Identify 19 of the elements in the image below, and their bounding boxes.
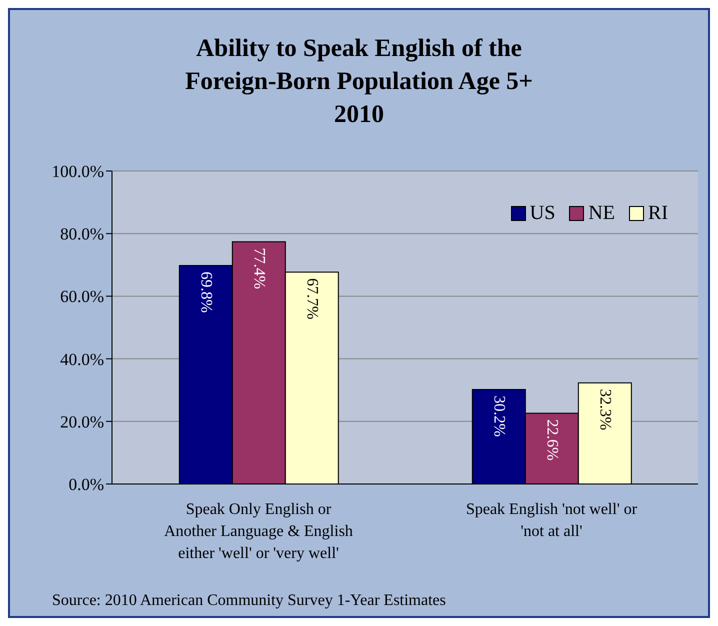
- y-tick-label: 100.0%: [52, 162, 104, 182]
- legend-label: NE: [588, 202, 615, 225]
- x-tick-label: Speak Only English or Another Language & English either 'well' or 'very well': [164, 501, 353, 562]
- data-label: 32.3%: [596, 388, 614, 430]
- data-label: 30.2%: [490, 395, 508, 437]
- y-tick-label: 0.0%: [68, 475, 104, 494]
- chart-title: Ability to Speak English of the Foreign-Born Population Age 5+ 2010: [184, 34, 534, 130]
- source-note: Source: 2010 American Community Survey 1-Year Estimates: [52, 592, 446, 610]
- y-tick-label: 60.0%: [60, 287, 104, 306]
- y-tick-label: 80.0%: [60, 224, 104, 244]
- y-tick-label: 40.0%: [60, 350, 104, 369]
- legend-label: US: [530, 202, 556, 225]
- data-label: 77.4%: [250, 248, 268, 290]
- legend-label: RI: [648, 202, 668, 225]
- data-label: 22.6%: [543, 419, 560, 461]
- data-label: 69.8%: [197, 272, 214, 313]
- y-tick-label: 20.0%: [60, 412, 104, 432]
- data-label: 67.7%: [303, 278, 320, 320]
- x-tick-label: Speak English 'not well' or 'not at all': [466, 501, 638, 540]
